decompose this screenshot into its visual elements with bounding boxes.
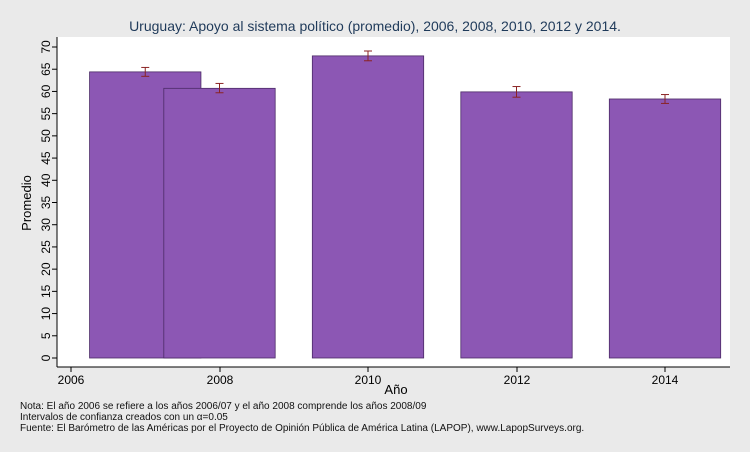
x-tick-label: 2014 <box>652 373 679 387</box>
x-tick-label: 2008 <box>207 373 234 387</box>
note-line: Intervalos de confianza creados con un α… <box>20 412 228 423</box>
y-tick-label: 60 <box>39 84 53 98</box>
y-tick-label: 20 <box>39 262 53 276</box>
x-ticks: 2006 2008 2010 2012 2014 <box>58 367 679 387</box>
bar-2 <box>311 55 425 359</box>
chart-title: Uruguay: Apoyo al sistema político (prom… <box>129 18 621 34</box>
bar-1 <box>163 87 276 359</box>
x-axis-label: Año <box>384 382 407 397</box>
source-line: Fuente: El Barómetro de las Américas por… <box>20 423 585 434</box>
y-tick-label: 30 <box>39 218 53 232</box>
y-tick-label: 55 <box>39 107 53 121</box>
x-tick-label: 2006 <box>58 373 85 387</box>
y-tick-label: 45 <box>39 151 53 165</box>
y-ticks: 0 5 10 15 20 25 30 35 40 45 50 55 60 65 70 <box>39 40 57 361</box>
bar-4 <box>608 98 722 359</box>
x-tick-label: 2010 <box>355 373 382 387</box>
y-tick-label: 5 <box>39 332 53 339</box>
y-tick-label: 65 <box>39 62 53 76</box>
y-tick-label: 50 <box>39 129 53 143</box>
x-tick-label: 2012 <box>504 373 531 387</box>
y-tick-label: 0 <box>39 354 53 361</box>
y-tick-label: 35 <box>39 196 53 210</box>
y-tick-label: 10 <box>39 307 53 321</box>
y-axis-label: Promedio <box>19 175 34 231</box>
bar-3 <box>460 91 573 359</box>
error-bars-layer <box>141 50 669 104</box>
y-tick-label: 15 <box>39 284 53 298</box>
y-tick-label: 25 <box>39 240 53 254</box>
y-tick-label: 40 <box>39 173 53 187</box>
y-tick-label: 70 <box>39 40 53 54</box>
note-line: Nota: El año 2006 se refiere a los años … <box>20 401 427 412</box>
bars-layer <box>89 55 722 359</box>
footnotes: Nota: El año 2006 se refiere a los años … <box>20 401 584 434</box>
